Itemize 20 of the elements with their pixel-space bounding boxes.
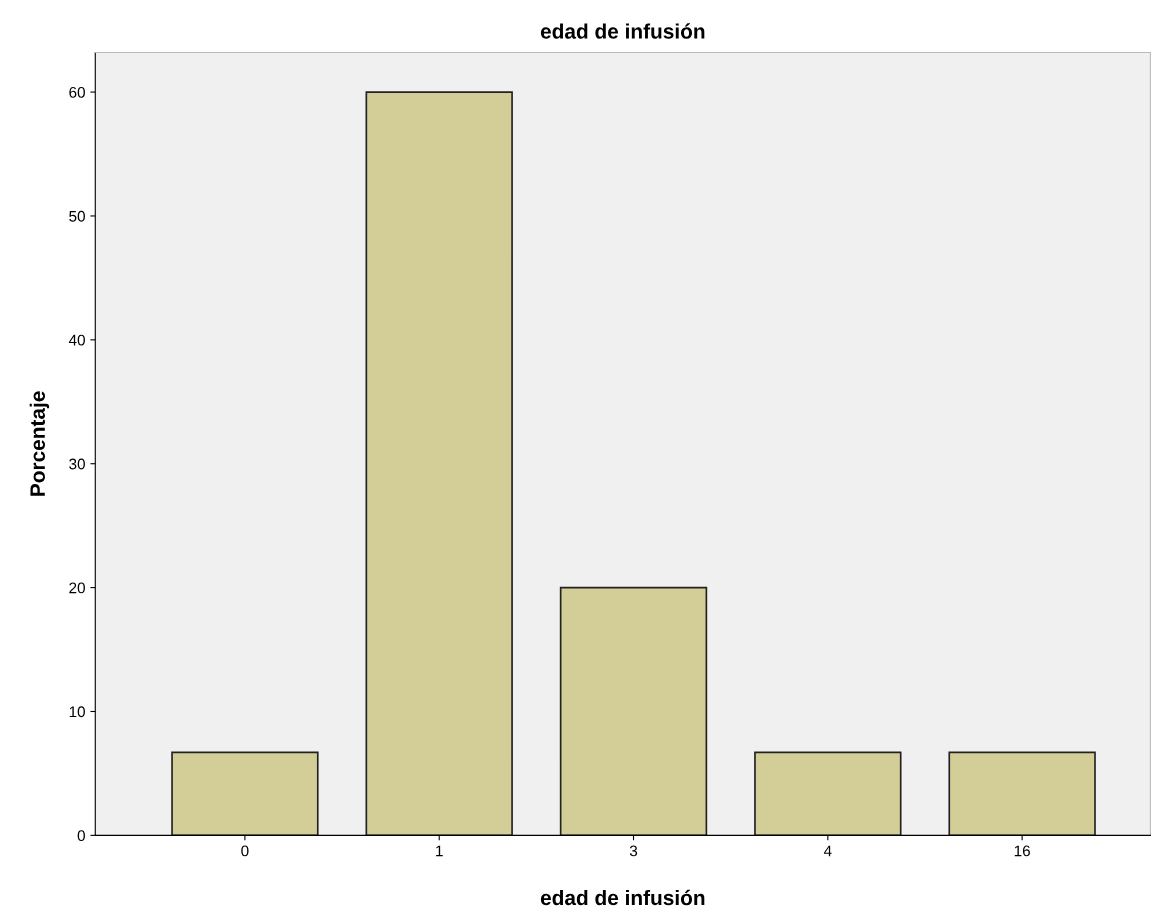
- bar: [171, 751, 319, 836]
- y-tick-label: 0: [77, 830, 85, 842]
- x-tick-label: 16: [1014, 845, 1030, 857]
- bar: [559, 586, 708, 836]
- y-axis-title: Porcentaje: [29, 391, 50, 496]
- y-tick-label: 10: [69, 706, 85, 718]
- x-tick-label: 4: [823, 845, 832, 857]
- y-tick-label: 40: [68, 334, 85, 346]
- x-tick-label: 1: [436, 845, 443, 857]
- bar: [365, 91, 513, 836]
- y-tick-label: 50: [69, 210, 85, 222]
- bar: [754, 751, 902, 836]
- chart-title: edad de infusión: [540, 23, 705, 39]
- y-tick-label: 60: [69, 86, 85, 98]
- bar: [948, 751, 1096, 836]
- x-tick-label: 3: [629, 845, 638, 857]
- x-axis-title: edad de infusión: [540, 889, 705, 906]
- x-tick-label: 0: [241, 845, 249, 857]
- y-tick-label: 30: [69, 458, 85, 470]
- y-tick-label: 20: [69, 582, 85, 594]
